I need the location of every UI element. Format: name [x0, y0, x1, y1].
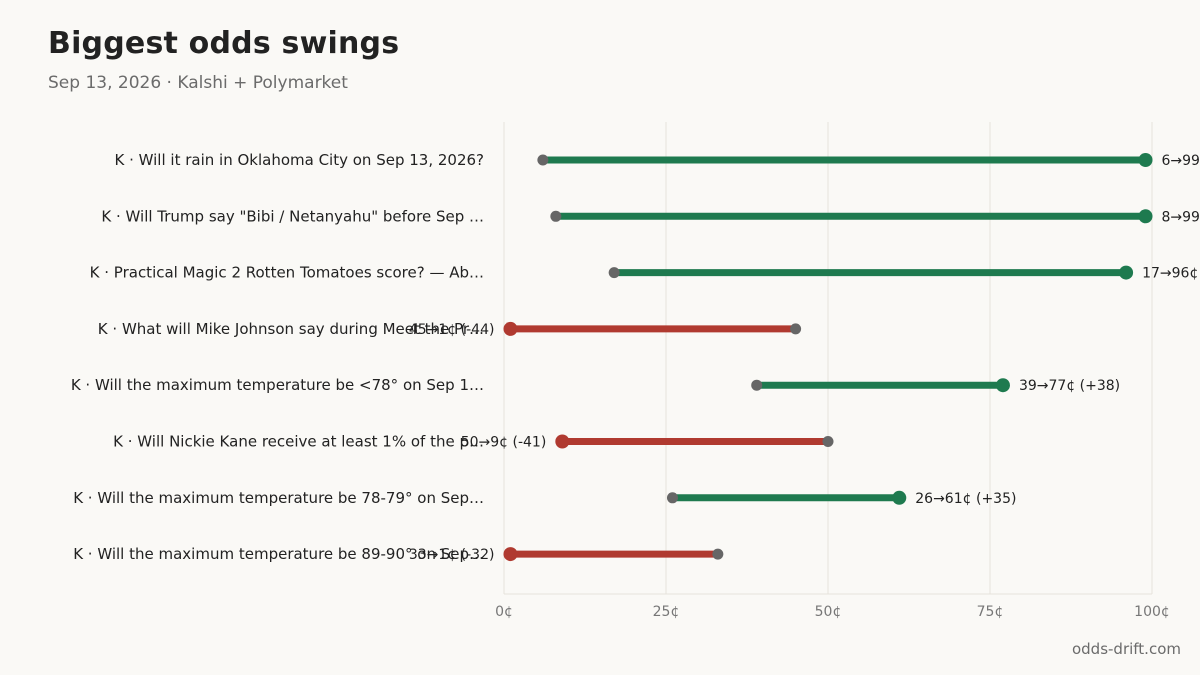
x-tick-label: 25¢	[653, 604, 680, 620]
start-point	[712, 548, 724, 560]
end-point	[503, 547, 518, 562]
row-label: K · Will Nickie Kane receive at least 1%…	[113, 433, 484, 451]
swing-annotation: 33→1¢ (-32)	[409, 547, 495, 563]
swing-annotation: 6→99¢ (+93)	[1162, 153, 1200, 169]
start-point	[666, 492, 678, 504]
start-point	[537, 154, 549, 166]
x-tick-label: 0¢	[495, 604, 513, 620]
end-point	[555, 434, 570, 449]
start-point	[608, 267, 620, 279]
start-point	[790, 323, 802, 335]
end-point	[1138, 209, 1153, 224]
row-label: K · Practical Magic 2 Rotten Tomatoes sc…	[90, 264, 484, 282]
x-tick-label: 75¢	[977, 604, 1004, 620]
row-label: K · Will it rain in Oklahoma City on Sep…	[115, 151, 485, 169]
start-point	[822, 436, 834, 447]
end-point	[503, 321, 518, 336]
swing-annotation: 26→61¢ (+35)	[915, 491, 1016, 507]
row-label: K · What will Mike Johnson say during Me…	[98, 320, 484, 338]
swing-annotation: 17→96¢ (+79)	[1142, 266, 1200, 282]
swing-annotation: 50→9¢ (-41)	[461, 435, 547, 451]
end-point	[1119, 265, 1134, 280]
end-point	[1138, 153, 1153, 167]
row-label: K · Will the maximum temperature be 78-7…	[73, 489, 484, 507]
row-label: K · Will Trump say "Bibi / Netanyahu" be…	[101, 207, 484, 225]
x-tick-label: 50¢	[815, 604, 842, 620]
chart-subtitle: Sep 13, 2026 · Kalshi + Polymarket	[48, 73, 348, 93]
swing-annotation: 39→77¢ (+38)	[1019, 378, 1120, 394]
swing-annotation: 45→1¢ (-44)	[409, 322, 495, 338]
source-credit: odds-drift.com	[1071, 640, 1181, 658]
x-tick-label: 100¢	[1134, 604, 1170, 620]
end-point	[995, 378, 1010, 393]
row-label: K · Will the maximum temperature be 89-9…	[73, 545, 484, 563]
chart-title: Biggest odds swings	[48, 26, 400, 61]
row-label: K · Will the maximum temperature be <78°…	[71, 376, 484, 394]
end-point	[892, 490, 907, 505]
start-point	[550, 210, 562, 222]
swing-annotation: 8→99¢ (+91)	[1162, 209, 1200, 225]
start-point	[751, 379, 763, 391]
